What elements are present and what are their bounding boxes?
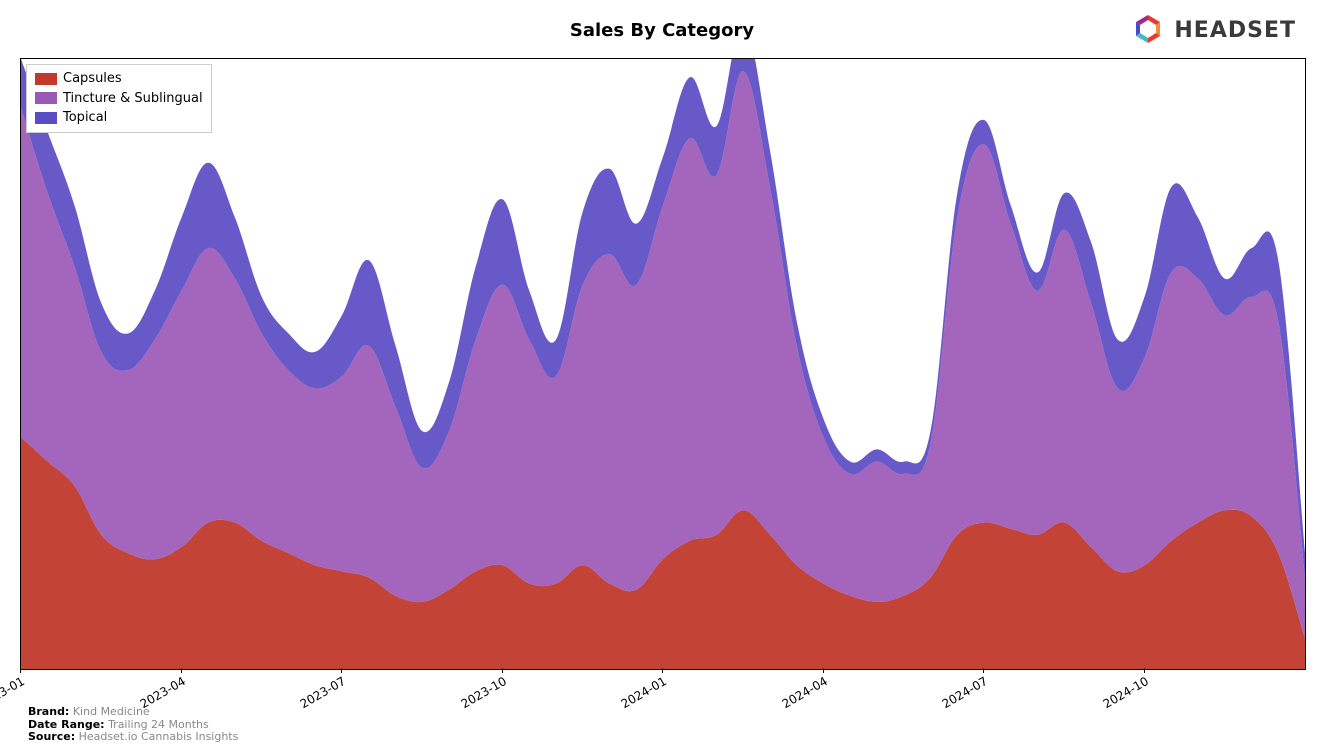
chart-title: Sales By Category [0, 20, 1324, 41]
x-tick-label: 2024-04 [779, 674, 829, 711]
legend: Capsules Tincture & Sublingual Topical [26, 64, 212, 133]
legend-label: Capsules [63, 69, 122, 89]
x-tick-mark [823, 668, 824, 673]
x-tick-mark [502, 668, 503, 673]
legend-item: Tincture & Sublingual [35, 89, 203, 109]
brand-logo-text: HEADSET [1174, 18, 1296, 43]
footer-line: Source: Headset.io Cannabis Insights [28, 731, 238, 744]
chart-footer: Brand: Kind MedicineDate Range: Trailing… [28, 706, 238, 744]
x-tick-label: 2024-01 [619, 674, 669, 711]
x-tick-label: 2023-10 [458, 674, 508, 711]
brand-logo: HEADSET [1130, 12, 1296, 48]
x-tick-mark [983, 668, 984, 673]
chart-container: Sales By Category HEADSET Capsules Tinct… [0, 0, 1324, 748]
legend-item: Topical [35, 108, 203, 128]
headset-logo-icon [1130, 12, 1166, 48]
legend-swatch [35, 73, 57, 85]
x-tick-label: 2023-01 [0, 674, 27, 711]
x-tick-label: 2024-07 [940, 674, 990, 711]
x-tick-mark [1144, 668, 1145, 673]
x-tick-mark [181, 668, 182, 673]
legend-label: Tincture & Sublingual [63, 89, 203, 109]
area-svg [21, 59, 1305, 669]
plot-area [20, 58, 1306, 670]
legend-swatch [35, 112, 57, 124]
x-tick-mark [341, 668, 342, 673]
x-tick-label: 2024-10 [1100, 674, 1150, 711]
x-tick-label: 2023-07 [298, 674, 348, 711]
x-tick-mark [662, 668, 663, 673]
legend-label: Topical [63, 108, 107, 128]
x-tick-mark [20, 668, 21, 673]
legend-item: Capsules [35, 69, 203, 89]
legend-swatch [35, 92, 57, 104]
